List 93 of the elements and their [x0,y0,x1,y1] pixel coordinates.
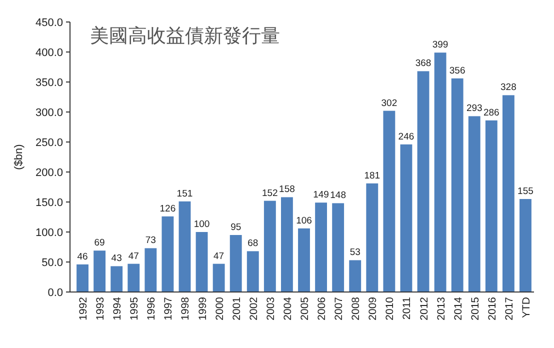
x-tick-label: 1995 [128,296,141,320]
bar [128,264,140,292]
data-label: 181 [364,170,380,182]
bar [485,120,498,292]
y-tick-label: 450.0 [35,16,63,29]
bar [212,264,225,292]
y-tick-label: 250.0 [35,136,63,149]
data-label: 293 [466,103,482,114]
chart-title: 美國高收益債新發行量 [90,25,280,47]
bar [230,235,242,292]
x-tick-label: 2001 [230,296,243,320]
bar [366,183,378,292]
x-tick-label: 2003 [264,296,277,320]
x-tick-label: 2008 [350,296,362,320]
x-tick-label: 2017 [503,296,516,320]
y-tick-label: 0.0 [48,286,63,299]
x-tick-label: 1999 [196,296,209,320]
x-tick-label: 1998 [180,296,192,320]
bar [349,260,362,292]
y-tick-label: 400.0 [35,46,63,59]
data-label: 126 [160,203,176,214]
bar [332,203,344,292]
x-tick-label: 1997 [162,296,175,320]
data-label: 368 [415,58,432,70]
x-tick-label: 1994 [112,296,124,320]
x-tick-label: 1996 [146,296,158,320]
data-label: 47 [214,250,224,262]
bar [264,200,276,292]
y-tick-label: 300.0 [35,106,63,119]
data-label: 95 [230,222,242,233]
x-tick-label: 2011 [401,296,414,320]
data-label: 246 [398,131,414,142]
data-label: 149 [313,190,329,201]
x-tick-label: 2002 [248,296,260,320]
bar [315,202,327,292]
data-label: 155 [518,186,534,197]
x-tick-label: 2009 [367,296,380,320]
data-label: 53 [350,247,360,258]
x-tick-label: YTD [520,296,532,318]
bar [434,52,446,292]
x-tick-label: 2012 [418,296,430,320]
data-label: 46 [77,251,88,262]
bar [468,116,480,292]
data-label: 152 [262,188,278,199]
data-label: 47 [128,250,139,262]
x-tick-label: 2000 [214,296,226,320]
bar [417,71,430,292]
bar [178,201,191,292]
data-label: 148 [330,190,346,202]
bar [400,144,412,292]
x-tick-label: 2016 [486,296,498,320]
data-label: 68 [248,238,258,250]
x-tick-label: 1992 [78,296,90,320]
bar [246,251,259,292]
x-tick-label: 2010 [384,296,396,320]
data-label: 302 [381,98,398,109]
bar [76,264,88,292]
y-tick-label: 50.0 [42,256,63,269]
data-label: 43 [111,253,122,264]
y-tick-label: 150.0 [35,196,63,209]
x-tick-label: 2014 [452,296,464,320]
data-label: 328 [500,82,516,94]
data-label: 100 [194,219,210,230]
bar [162,216,174,292]
data-label: 356 [449,65,466,76]
bar [520,199,532,292]
x-tick-label: 1993 [94,296,107,320]
x-tick-label: 2004 [282,296,294,320]
y-axis-title: ($bn) [13,144,25,170]
y-tick-label: 100.0 [35,226,63,239]
x-tick-label: 2013 [435,296,448,320]
data-label: 158 [279,184,295,196]
data-label: 286 [483,107,500,118]
bar [144,248,157,292]
bar [298,228,310,292]
bar [281,197,293,292]
bar [196,232,208,292]
data-label: 151 [176,188,193,200]
x-tick-label: 2015 [469,296,482,320]
x-tick-label: 2005 [299,296,311,320]
data-label: 106 [296,215,312,226]
bar [110,266,123,292]
data-label: 399 [432,40,448,51]
y-tick-label: 200.0 [35,166,63,179]
bar [383,110,396,292]
data-label: 69 [94,238,105,249]
bar [451,78,464,292]
bar [94,250,106,292]
data-label: 73 [145,235,156,246]
bar [502,95,514,292]
y-tick-label: 350.0 [35,76,63,89]
x-tick-label: 2007 [333,296,346,320]
x-tick-label: 2006 [316,296,328,320]
